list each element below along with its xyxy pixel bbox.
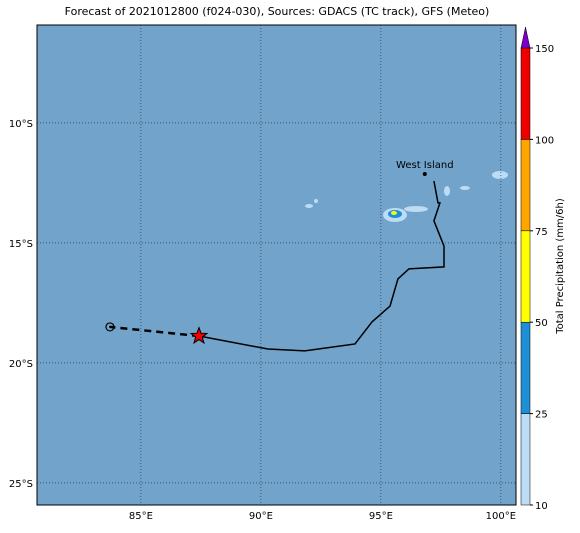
- colorbar-extend: [520, 26, 531, 49]
- colorbar-label: Total Precipitation (mm/6h): [555, 198, 566, 335]
- colorbar-segment: [520, 230, 531, 323]
- forecast-line: [109, 325, 200, 338]
- colorbar-tick-label: 10: [535, 501, 548, 512]
- colorbar-tick-label: 75: [535, 227, 548, 238]
- place-label: West Island: [396, 160, 454, 171]
- map-frame: [36, 24, 517, 506]
- forecast-end: [105, 322, 115, 332]
- x-tick-label: 95°E: [369, 511, 393, 522]
- colorbar-tick-label: 50: [535, 318, 548, 329]
- colorbar-tick-label: 150: [535, 44, 554, 55]
- precip-area: [391, 211, 397, 215]
- x-tick-label: 100°E: [486, 511, 516, 522]
- colorbar-tick-label: 100: [535, 135, 554, 146]
- precip-area: [460, 186, 470, 190]
- place-dot: [422, 172, 427, 177]
- precip-areas: [305, 171, 508, 222]
- track-line: [198, 180, 445, 352]
- forecast-end-dot: [108, 325, 111, 328]
- x-tick-label: 85°E: [129, 511, 153, 522]
- colorbar-segment: [520, 321, 531, 414]
- precip-area: [492, 171, 508, 179]
- y-tick-label: 25°S: [9, 479, 33, 490]
- x-tick-label: 90°E: [249, 511, 273, 522]
- colorbar-tick-label: 25: [535, 410, 548, 421]
- colorbar-segment: [520, 47, 531, 140]
- current-position: [189, 326, 209, 345]
- y-tick-label: 15°S: [9, 239, 33, 250]
- precip-area: [314, 199, 318, 203]
- ocean: [37, 25, 516, 505]
- colorbar-segment: [520, 413, 531, 506]
- y-tick-label: 10°S: [9, 119, 33, 130]
- colorbar-segment: [520, 139, 531, 232]
- y-tick-label: 20°S: [9, 359, 33, 370]
- map-title: Forecast of 2021012800 (f024-030), Sourc…: [65, 5, 490, 18]
- precip-area: [404, 206, 428, 212]
- precip-area: [305, 204, 313, 208]
- precip-area: [444, 186, 450, 196]
